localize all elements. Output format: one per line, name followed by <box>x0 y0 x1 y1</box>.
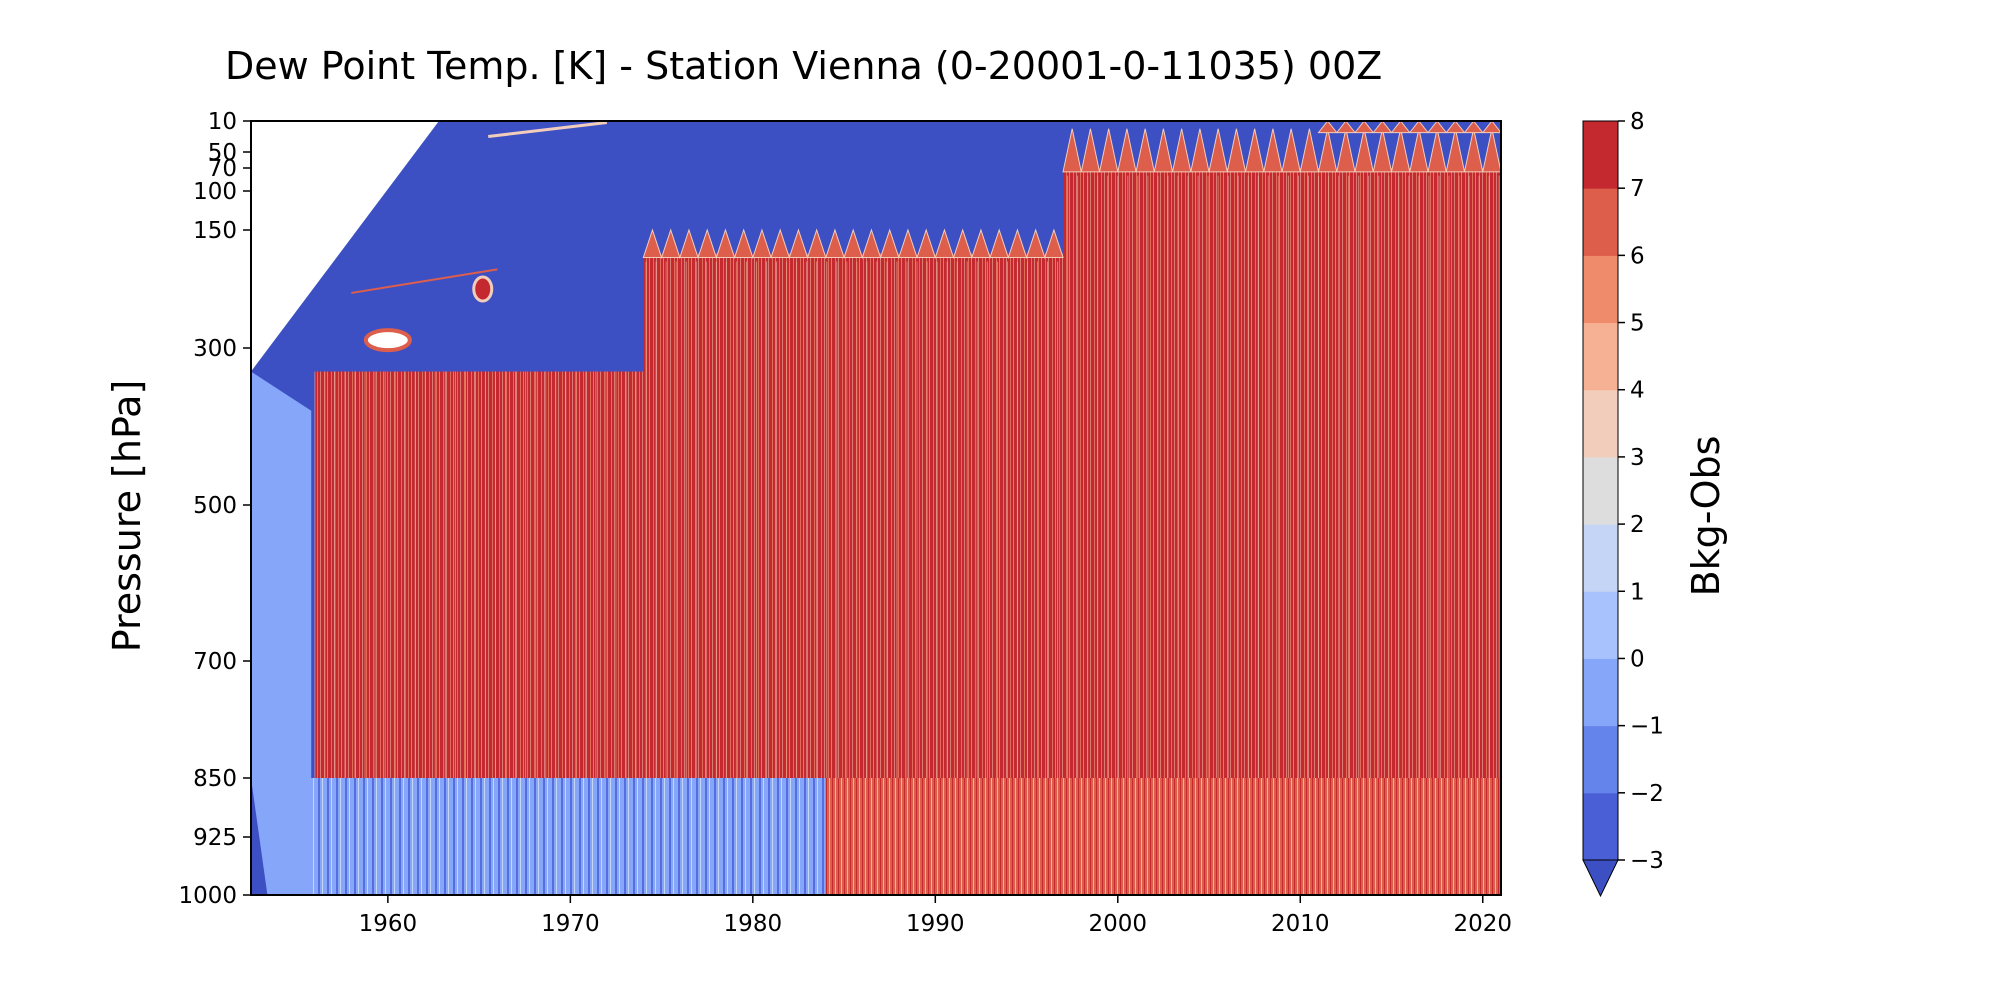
colorbar-segment <box>1583 456 1618 525</box>
anomaly-blob <box>472 275 494 303</box>
colorbar-tick-label: 0 <box>1630 646 1645 672</box>
y-tick-label: 150 <box>193 218 237 244</box>
colorbar-frame <box>1582 120 1619 861</box>
y-tick-label: 70 <box>208 156 237 182</box>
colorbar-segment <box>1583 658 1618 727</box>
colorbar-tick-label: 2 <box>1630 512 1645 538</box>
heatmap-plot-area <box>251 121 1501 895</box>
anomaly-streak <box>351 268 498 294</box>
colorbar-tick-label: −1 <box>1630 714 1664 740</box>
colorbar-segment <box>1583 188 1618 256</box>
x-tick-label: 1980 <box>724 911 783 937</box>
colorbar-extend-min <box>1582 859 1619 898</box>
no-data-region <box>251 121 439 372</box>
colorbar-tick-label: −3 <box>1630 848 1664 874</box>
y-tick-label: 1000 <box>178 883 237 909</box>
y-tick-label: 50 <box>208 140 237 166</box>
region-high-1 <box>314 371 644 778</box>
x-tick-label: 1960 <box>359 911 418 937</box>
colorbar-segment <box>1583 725 1618 794</box>
chart-title: Dew Point Temp. [K] - Station Vienna (0-… <box>225 44 1382 88</box>
region-high-3 <box>1063 168 1501 778</box>
colorbar-tick-label: 1 <box>1630 579 1645 605</box>
y-tick-label: 100 <box>193 179 237 205</box>
x-tick-label: 1990 <box>906 911 965 937</box>
region-high-2 <box>643 253 1064 779</box>
colorbar-segment <box>1583 121 1618 189</box>
y-tick-label: 925 <box>193 825 237 851</box>
colorbar-tick-label: 7 <box>1630 176 1645 202</box>
colorbar-tick-label: 8 <box>1630 109 1645 135</box>
spikes-era-3 <box>1062 128 1501 173</box>
y-axis-label: Pressure [hPa] <box>105 380 149 653</box>
x-tick-label: 2000 <box>1089 911 1148 937</box>
colorbar-tick-label: 4 <box>1630 378 1645 404</box>
colorbar-segment <box>1583 792 1618 861</box>
x-tick-label: 2010 <box>1271 911 1330 937</box>
colorbar-tick-label: 6 <box>1630 243 1645 269</box>
left-edge-wedge <box>251 371 312 895</box>
y-tick-label: 700 <box>193 649 237 675</box>
y-tick-label: 500 <box>193 493 237 519</box>
colorbar-tick-label: 5 <box>1630 311 1645 337</box>
y-tick-label: 10 <box>208 109 237 135</box>
colorbar-segment <box>1583 524 1618 592</box>
region-lower-blue <box>305 778 826 895</box>
colorbar-tick-label: −2 <box>1630 781 1664 807</box>
colorbar-segment <box>1583 591 1618 659</box>
anomaly-streak <box>488 121 608 138</box>
spikes-era-2 <box>642 228 1064 260</box>
anomaly-blob <box>363 328 412 353</box>
colorbar-tick-label: 3 <box>1630 445 1645 471</box>
y-tick-label: 300 <box>193 336 237 362</box>
colorbar-segment <box>1583 255 1618 324</box>
plot-frame <box>250 120 1502 896</box>
y-tick-label: 850 <box>193 766 237 792</box>
colorbar: −3 −2 −1 0 1 2 3 4 5 6 7 8 <box>1582 109 1664 898</box>
region-lower-warm <box>825 778 1501 895</box>
x-tick-label: 2020 <box>1453 911 1512 937</box>
colorbar-label: Bkg-Obs <box>1684 436 1728 597</box>
colorbar-segment <box>1583 389 1618 458</box>
spikes-era-3-top <box>1317 121 1501 134</box>
x-axis: 1960 1970 1980 1990 2000 2010 2020 <box>359 895 1512 937</box>
x-tick-label: 1970 <box>541 911 600 937</box>
colorbar-segment <box>1583 322 1618 391</box>
